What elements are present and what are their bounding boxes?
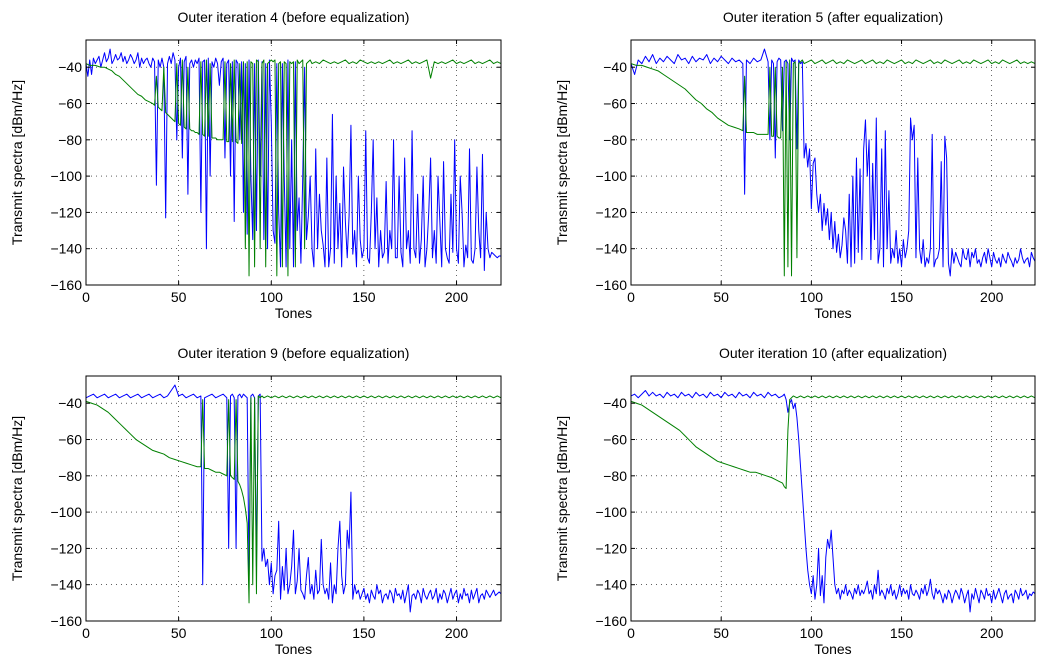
x-tick-label: 200 bbox=[980, 289, 1004, 305]
y-tick-label: −80 bbox=[603, 468, 627, 484]
axes-box bbox=[85, 375, 502, 622]
y-tick-label: −120 bbox=[595, 204, 627, 220]
y-tick-label: −140 bbox=[595, 577, 627, 593]
x-axis-label: Tones bbox=[275, 305, 312, 321]
x-tick-label: 50 bbox=[171, 625, 187, 641]
y-tick-label: −40 bbox=[603, 59, 627, 75]
y-tick-label: −160 bbox=[50, 277, 82, 293]
y-tick-label: −100 bbox=[50, 504, 82, 520]
x-axis-label: Tones bbox=[814, 305, 851, 321]
axes-box bbox=[85, 39, 502, 286]
chart-title: Outer iteration 5 (after equalization) bbox=[723, 9, 943, 25]
series-line-1 bbox=[630, 48, 1036, 277]
y-tick-label: −40 bbox=[58, 59, 82, 75]
x-axis-label: Tones bbox=[814, 641, 851, 657]
series-line-2 bbox=[85, 395, 502, 604]
y-axis-label: Transmit spectra [dBm/Hz] bbox=[554, 80, 570, 245]
x-tick-label: 50 bbox=[171, 289, 187, 305]
y-tick-label: −60 bbox=[58, 432, 82, 448]
y-axis-label: Transmit spectra [dBm/Hz] bbox=[554, 416, 570, 581]
x-tick-label: 100 bbox=[260, 289, 284, 305]
series-line-1 bbox=[630, 390, 1036, 613]
y-tick-label: −80 bbox=[58, 468, 82, 484]
series-line-1 bbox=[85, 384, 502, 613]
y-tick-label: −160 bbox=[595, 613, 627, 629]
x-tick-label: 50 bbox=[713, 625, 729, 641]
y-tick-label: −120 bbox=[50, 540, 82, 556]
y-tick-label: −60 bbox=[603, 96, 627, 112]
x-tick-label: 0 bbox=[627, 289, 635, 305]
x-tick-label: 200 bbox=[980, 625, 1004, 641]
y-tick-label: −140 bbox=[595, 241, 627, 257]
chart-title: Outer iteration 4 (before equalization) bbox=[178, 9, 410, 25]
chart-title: Outer iteration 10 (after equalization) bbox=[719, 345, 947, 361]
y-axis-label: Transmit spectra [dBm/Hz] bbox=[9, 80, 25, 245]
y-axis-label: Transmit spectra [dBm/Hz] bbox=[9, 416, 25, 581]
x-tick-label: 50 bbox=[713, 289, 729, 305]
series-line-2 bbox=[630, 59, 1036, 277]
y-tick-label: −120 bbox=[595, 540, 627, 556]
x-tick-label: 100 bbox=[800, 289, 824, 305]
y-tick-label: −40 bbox=[58, 395, 82, 411]
y-tick-label: −120 bbox=[50, 204, 82, 220]
y-tick-label: −160 bbox=[595, 277, 627, 293]
y-tick-label: −100 bbox=[50, 168, 82, 184]
axes-box bbox=[630, 39, 1036, 286]
chart-title: Outer iteration 9 (before equalization) bbox=[178, 345, 410, 361]
chart-panel-2: 0 50 100 150 200 −160 −140 −120 −100 −80 −60 −40 Out… bbox=[554, 9, 1036, 321]
x-tick-label: 0 bbox=[82, 289, 90, 305]
y-tick-label: −140 bbox=[50, 241, 82, 257]
chart-panel-3: 0 50 100 150 200 −160 −140 −120 −100 −80 −60 −40 Out… bbox=[9, 345, 502, 657]
x-tick-label: 100 bbox=[260, 625, 284, 641]
x-tick-label: 150 bbox=[890, 289, 914, 305]
y-tick-label: −80 bbox=[603, 132, 627, 148]
y-tick-label: −60 bbox=[603, 432, 627, 448]
y-tick-label: −80 bbox=[58, 132, 82, 148]
series-line-2 bbox=[85, 59, 502, 277]
axes-box bbox=[630, 375, 1036, 622]
x-tick-label: 200 bbox=[445, 289, 469, 305]
x-tick-label: 150 bbox=[352, 289, 376, 305]
x-tick-label: 0 bbox=[82, 625, 90, 641]
y-tick-label: −60 bbox=[58, 96, 82, 112]
x-tick-label: 150 bbox=[890, 625, 914, 641]
y-tick-label: −140 bbox=[50, 577, 82, 593]
y-tick-label: −40 bbox=[603, 395, 627, 411]
series-line-2 bbox=[630, 395, 1036, 490]
chart-panel-1: 0 50 100 150 200 −160 −140 −120 −100 −80 −60 −40 Out… bbox=[9, 9, 502, 321]
x-tick-label: 150 bbox=[352, 625, 376, 641]
x-tick-label: 200 bbox=[445, 625, 469, 641]
x-tick-label: 0 bbox=[627, 625, 635, 641]
x-axis-label: Tones bbox=[275, 641, 312, 657]
x-tick-label: 100 bbox=[800, 625, 824, 641]
y-tick-label: −100 bbox=[595, 168, 627, 184]
chart-panel-4: 0 50 100 150 200 −160 −140 −120 −100 −80 −60 −40 Out… bbox=[554, 345, 1036, 657]
y-tick-label: −160 bbox=[50, 613, 82, 629]
y-tick-label: −100 bbox=[595, 504, 627, 520]
